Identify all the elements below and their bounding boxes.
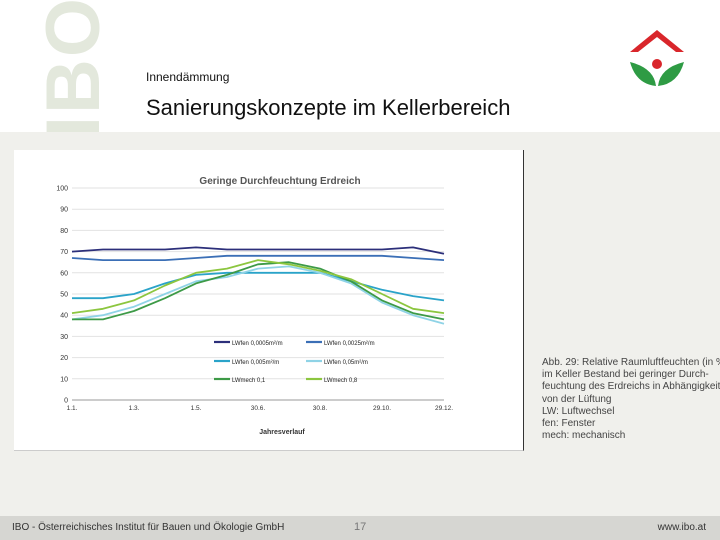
y-tick-label: 10: [60, 376, 68, 383]
watermark-text: IBO: [44, 0, 114, 132]
legend-label: LWfen 0,0005m²/m: [232, 341, 283, 347]
caption-line: von der Lüftung: [542, 393, 612, 405]
y-tick-label: 80: [60, 228, 68, 235]
logo-roof-shape: [630, 30, 684, 52]
series-line: [72, 261, 445, 321]
y-tick-label: 60: [60, 270, 68, 277]
y-tick-label: 0: [64, 398, 68, 405]
x-tick-label: 29.10.: [373, 405, 391, 412]
caption-line: LW: Luftwechsel: [542, 405, 615, 417]
x-tick-label: 29.12.: [435, 405, 453, 412]
chart-figure: Geringe Durchfeuchtung Erdreich 0 10 20 30 4…: [14, 150, 524, 451]
x-tick-label: 30.6.: [251, 405, 266, 412]
legend-label: LWmech 0,8: [324, 378, 358, 384]
ibo-logo-icon: [630, 30, 684, 86]
y-tick-label: 90: [60, 207, 68, 214]
y-tick-label: 30: [60, 334, 68, 341]
x-axis-ticks: 1.1. 1.3. 1.5. 30.6. 30.8. 29.10. 29.12.: [67, 405, 454, 412]
figure-caption: Abb. 29: Relative Raumluftfeuchten (in %…: [542, 357, 720, 442]
slide-subtitle: Innendämmung: [146, 70, 230, 84]
legend-label: LWfen 0,0025m²/m: [324, 341, 375, 347]
x-tick-label: 1.1.: [67, 405, 78, 412]
logo-leaf-right: [658, 62, 684, 86]
caption-line: Abb. 29: Relative Raumluftfeuchten (in %…: [542, 357, 720, 368]
legend-label: LWfen 0,005m²/m: [232, 360, 279, 366]
footer-institute: IBO - Österreichisches Institut für Baue…: [12, 522, 285, 533]
logo-leaf-left: [630, 62, 656, 86]
series-line: [71, 254, 445, 261]
slide-title: Sanierungskonzepte im Kellerbereich: [146, 95, 511, 120]
series-line: [72, 271, 445, 302]
x-tick-label: 30.8.: [313, 405, 328, 412]
y-tick-label: 100: [56, 186, 68, 193]
humidity-line-chart: Geringe Durchfeuchtung Erdreich 0 10 20 30 4…: [56, 176, 454, 436]
x-axis-label: Jahresverlauf: [259, 429, 305, 436]
legend-label: LWfen 0,05m²/m: [324, 360, 368, 366]
y-tick-label: 20: [60, 355, 68, 362]
header-band: [0, 0, 720, 132]
footer-page-number: 17: [354, 521, 367, 533]
caption-line: fen: Fenster: [542, 418, 596, 430]
series-line: [71, 265, 445, 325]
series-line: [71, 246, 445, 255]
x-tick-label: 1.5.: [191, 405, 202, 412]
y-tick-label: 40: [60, 313, 68, 320]
chart-title: Geringe Durchfeuchtung Erdreich: [199, 176, 360, 187]
y-axis-ticks: 0 10 20 30 40 50 60 70 80 90 100: [56, 186, 68, 405]
legend-label: LWmech 0,1: [232, 378, 266, 384]
footer-bar: IBO - Österreichisches Institut für Baue…: [0, 516, 720, 540]
series-line: [71, 259, 445, 314]
caption-line: mech: mechanisch: [542, 430, 626, 442]
y-tick-label: 70: [60, 249, 68, 256]
logo-center-dot: [652, 59, 662, 69]
chart-series: [71, 246, 445, 325]
y-tick-label: 50: [60, 292, 68, 299]
x-tick-label: 1.3.: [129, 405, 140, 412]
ibo-watermark: IBO: [44, 0, 114, 132]
caption-line: feuchtung des Erdreichs in Abhängigkeit: [542, 381, 720, 393]
footer-website-link[interactable]: www.ibo.at: [657, 522, 706, 533]
chart-legend: LWfen 0,0005m²/m LWfen 0,0025m²/m LWfen 0,…: [214, 340, 375, 384]
caption-line: im Keller Bestand bei geringer Durch-: [542, 369, 709, 381]
